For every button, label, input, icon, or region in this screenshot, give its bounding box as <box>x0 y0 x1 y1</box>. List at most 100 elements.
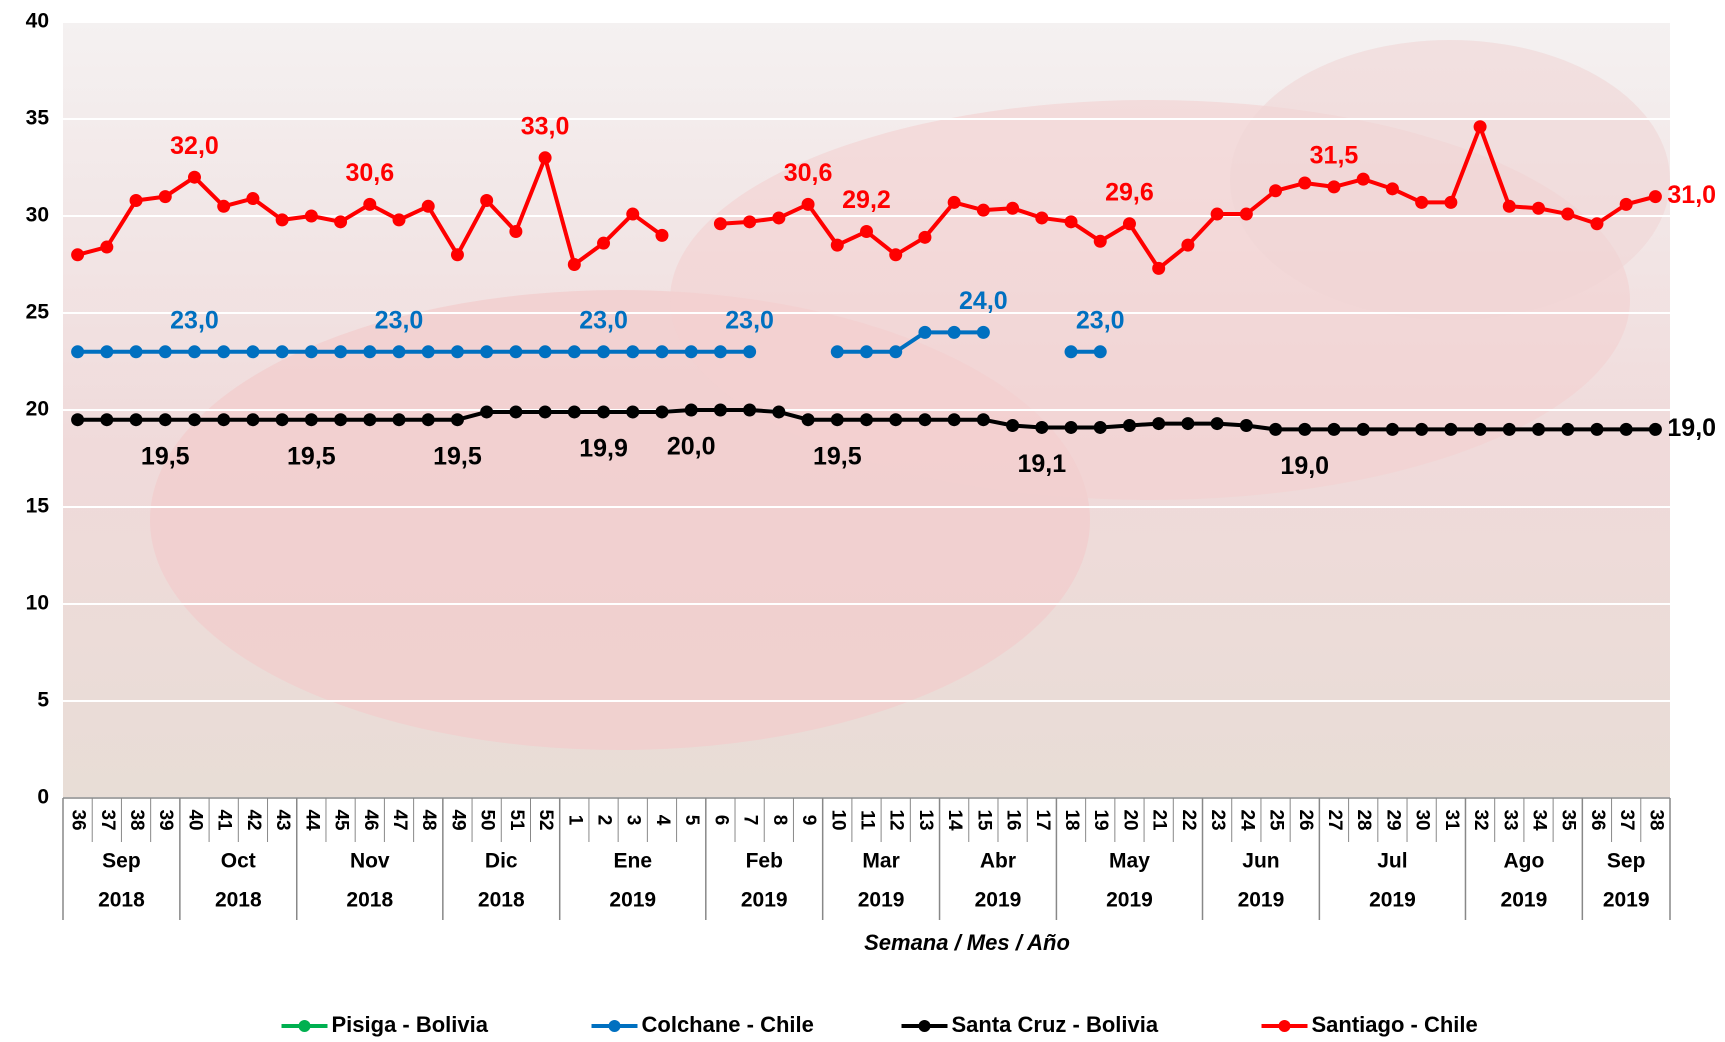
point <box>363 345 377 359</box>
x-tick-label: 10 <box>827 809 848 830</box>
x-tick-label: 4 <box>652 815 673 826</box>
point <box>480 405 494 419</box>
point <box>1502 199 1516 213</box>
point <box>158 190 172 204</box>
x-tick-label: 15 <box>973 809 994 831</box>
point <box>1152 417 1166 431</box>
point <box>129 193 143 207</box>
data-label: 33,0 <box>521 112 570 140</box>
data-label: 32,0 <box>170 132 219 160</box>
point <box>538 405 552 419</box>
x-tick-label: 40 <box>184 809 205 830</box>
point <box>1385 182 1399 196</box>
point <box>743 345 757 359</box>
point <box>830 345 844 359</box>
x-tick-label: 2 <box>594 815 615 826</box>
point <box>275 213 289 227</box>
data-label: 19,5 <box>813 442 862 470</box>
point <box>684 403 698 417</box>
point <box>246 413 260 427</box>
y-tick-label: 20 <box>26 398 49 421</box>
month-label: Ene <box>613 850 652 873</box>
x-tick-label: 6 <box>710 815 731 826</box>
data-label: 31,5 <box>1310 142 1359 170</box>
x-tick-label: 50 <box>477 809 498 830</box>
point <box>976 413 990 427</box>
month-label: Jul <box>1377 850 1407 873</box>
x-tick-label: 29 <box>1382 809 1403 830</box>
x-tick-label: 12 <box>886 809 907 830</box>
point <box>1619 197 1633 211</box>
point <box>100 240 114 254</box>
point <box>158 413 172 427</box>
point <box>626 207 640 221</box>
x-tick-label: 3 <box>623 815 644 826</box>
point <box>1532 422 1546 436</box>
data-label: 30,6 <box>345 159 394 187</box>
point <box>1327 422 1341 436</box>
legend-label: Santiago - Chile <box>1312 1012 1478 1037</box>
data-label: 23,0 <box>170 306 219 334</box>
point <box>1122 217 1136 231</box>
x-tick-label: 18 <box>1061 809 1082 830</box>
point <box>1356 422 1370 436</box>
year-label: 2019 <box>1603 889 1650 912</box>
year-label: 2018 <box>478 889 525 912</box>
point <box>421 345 435 359</box>
point <box>158 345 172 359</box>
data-label: 23,0 <box>725 306 774 334</box>
y-tick-label: 40 <box>26 10 49 33</box>
point <box>1035 211 1049 225</box>
year-label: 2019 <box>1501 889 1548 912</box>
point <box>918 413 932 427</box>
point <box>947 195 961 209</box>
point <box>509 405 523 419</box>
point <box>713 345 727 359</box>
point <box>1035 420 1049 434</box>
point <box>1006 201 1020 215</box>
point <box>889 345 903 359</box>
point <box>1502 422 1516 436</box>
data-label: 20,0 <box>667 433 716 461</box>
data-label: 19,1 <box>1017 450 1066 478</box>
point <box>626 405 640 419</box>
point <box>1064 215 1078 229</box>
year-label: 2019 <box>1238 889 1285 912</box>
point <box>1152 261 1166 275</box>
point <box>129 413 143 427</box>
point <box>1619 422 1633 436</box>
x-tick-label: 31 <box>1441 809 1462 831</box>
point <box>187 345 201 359</box>
month-label: Mar <box>862 850 899 873</box>
year-label: 2018 <box>98 889 145 912</box>
x-tick-label: 52 <box>535 809 556 830</box>
point <box>1415 195 1429 209</box>
x-tick-label: 13 <box>915 809 936 830</box>
point <box>976 325 990 339</box>
x-tick-label: 26 <box>1295 809 1316 830</box>
point <box>1648 422 1662 436</box>
point <box>1093 234 1107 248</box>
point <box>480 345 494 359</box>
y-tick-label: 25 <box>26 301 50 324</box>
point <box>392 413 406 427</box>
x-tick-label: 44 <box>301 809 322 831</box>
point <box>597 236 611 250</box>
point <box>1181 238 1195 252</box>
x-tick-label: 8 <box>769 815 790 826</box>
point <box>538 345 552 359</box>
x-tick-label: 45 <box>331 809 352 831</box>
point <box>713 403 727 417</box>
x-tick-label: 38 <box>1645 809 1666 830</box>
point <box>538 151 552 165</box>
x-tick-label: 42 <box>243 809 264 830</box>
x-tick-label: 14 <box>944 809 965 831</box>
point <box>392 213 406 227</box>
point <box>655 228 669 242</box>
point <box>918 230 932 244</box>
point <box>1093 345 1107 359</box>
x-tick-label: 27 <box>1324 809 1345 830</box>
month-label: Feb <box>746 850 783 873</box>
point <box>334 215 348 229</box>
x-tick-label: 17 <box>1032 809 1053 830</box>
